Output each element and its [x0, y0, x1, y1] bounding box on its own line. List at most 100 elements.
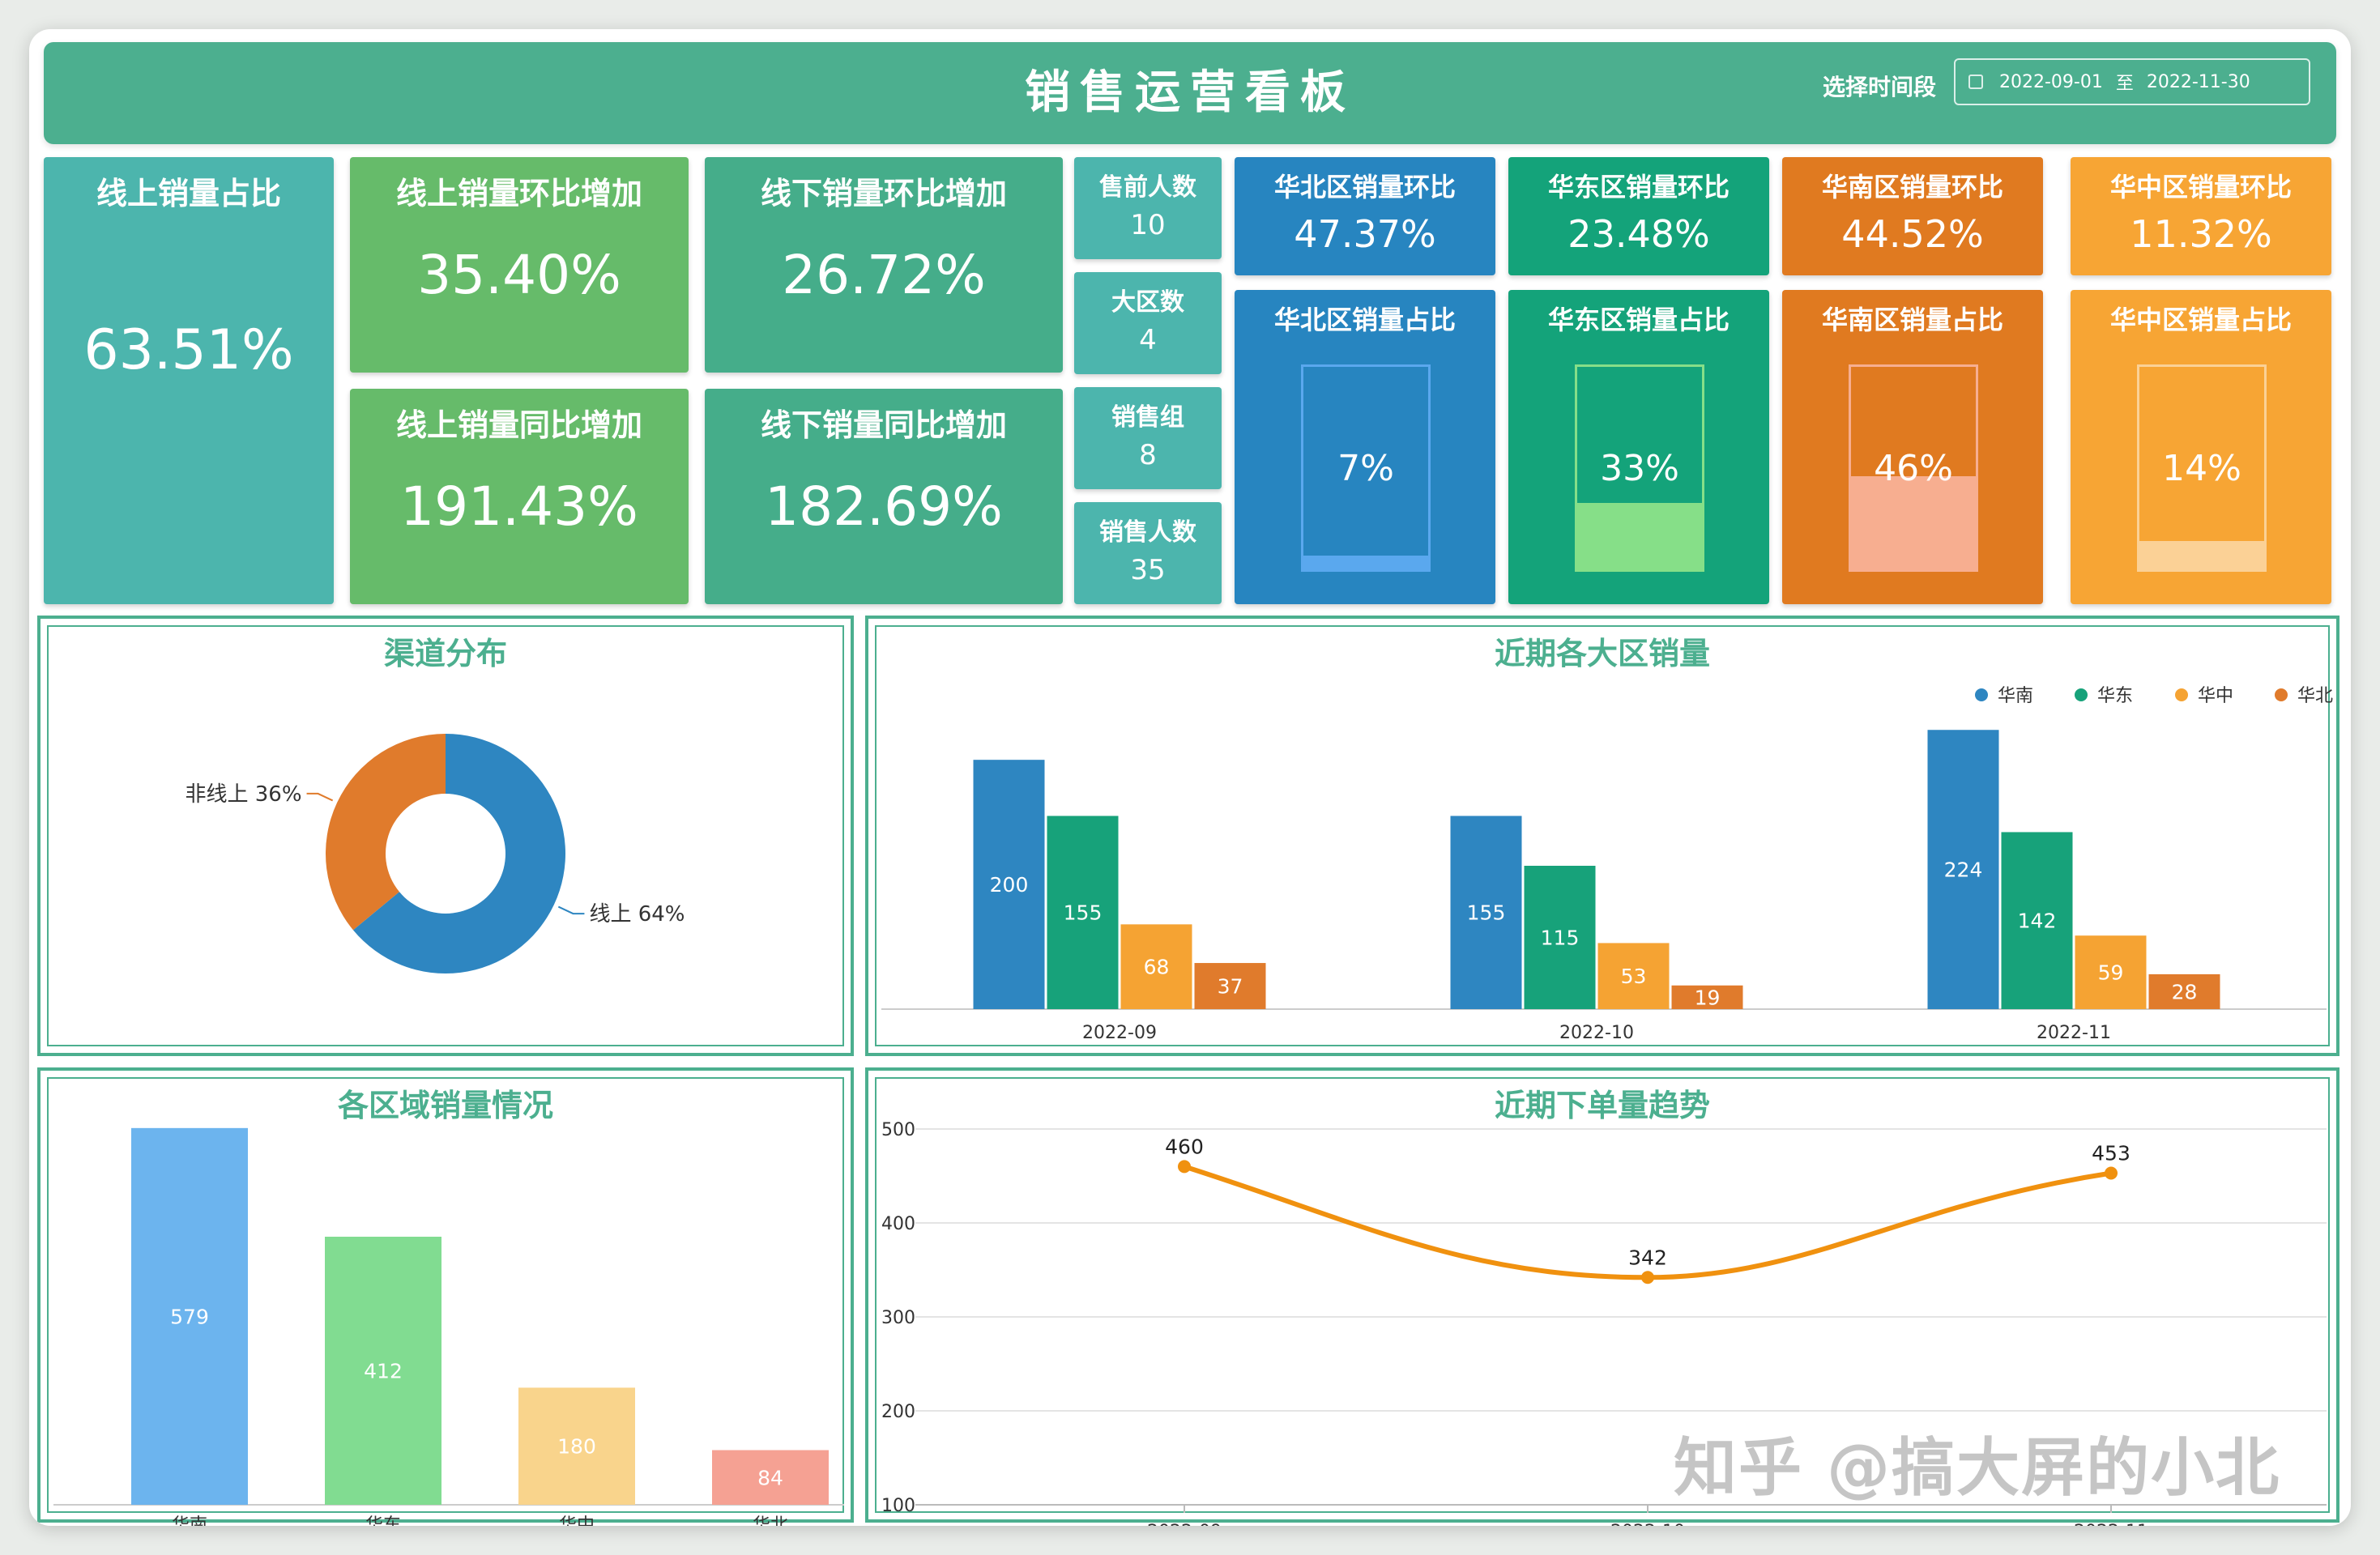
region-total-panel: 各区域销量情况 579 华南 412 华东 180 华中 84 华北	[37, 1067, 854, 1526]
panel-inner-border	[47, 1077, 844, 1513]
kpi-regions: 大区数 4	[1074, 272, 1222, 374]
region-mom-label: 华北区销量环比	[1273, 172, 1456, 202]
region-share-gauge: 46%	[1849, 364, 1978, 572]
page-title: 销售运营看板	[1025, 66, 1355, 119]
region-mom-card: 华南区销量环比 44.52%	[1782, 157, 2043, 275]
region-share-gauge: 14%	[2137, 364, 2267, 572]
panel-inner-border	[47, 625, 844, 1046]
bar-value-label: 579	[170, 1305, 209, 1328]
bar	[1597, 943, 1670, 1009]
bar-value-label: 19	[1695, 986, 1721, 1009]
panel-title: 渠道分布	[383, 636, 507, 671]
point-label: 453	[2092, 1142, 2130, 1165]
kpi-value: 63.51%	[83, 318, 294, 382]
bar	[2148, 973, 2220, 1009]
y-tick-label: 100	[881, 1496, 915, 1516]
bar	[973, 760, 1045, 1009]
dashboard-frame: 销售运营看板 选择时间段 2022-09-01 至 2022-11-30 线上销…	[29, 29, 2351, 1526]
bar	[2075, 935, 2147, 1009]
kpi-value: 182.69%	[765, 475, 1003, 538]
end-date: 2022-11-30	[2146, 71, 2250, 92]
region-share-value: 33%	[1600, 448, 1679, 489]
bar	[1450, 816, 1522, 1009]
bar	[712, 1450, 829, 1505]
data-point	[2105, 1166, 2118, 1180]
kpi-label: 线下销量环比增加	[760, 176, 1007, 211]
legend-label: 华南	[1998, 686, 2033, 706]
kpi-label: 销售人数	[1099, 518, 1196, 547]
kpi-online-mom: 线上销量环比增加 35.40%	[350, 157, 689, 373]
y-tick-label: 500	[881, 1120, 915, 1140]
bar	[131, 1127, 248, 1505]
kpi-presale: 售前人数 10	[1074, 157, 1222, 259]
y-tick-label: 400	[881, 1214, 915, 1234]
region-mom-label: 华南区销量环比	[1821, 172, 2003, 202]
region-mom-value: 11.32%	[2130, 212, 2272, 256]
kpi-label: 线上销量同比增加	[395, 407, 642, 443]
bar-value-label: 68	[1144, 956, 1170, 979]
region-share-gauge: 33%	[1575, 364, 1704, 572]
pie-label-line	[306, 792, 334, 802]
pie-slice	[325, 734, 446, 931]
bar-value-label: 155	[1064, 901, 1103, 925]
bar-value-label: 200	[990, 873, 1029, 897]
x-tick-label: 2022-10	[1559, 1023, 1634, 1043]
region-share-card: 华东区销量占比 33%	[1508, 290, 1769, 604]
region-share-label: 华东区销量占比	[1547, 305, 1730, 335]
region-mom-label: 华东区销量环比	[1547, 172, 1730, 202]
bar	[518, 1387, 635, 1505]
kpi-value: 8	[1139, 439, 1157, 471]
order-trend-panel: 近期下单量趋势 100 200 300 400 500 460 2022-09 342 2022…	[865, 1067, 2339, 1526]
point-label: 460	[1165, 1135, 1204, 1158]
kpi-label: 大区数	[1111, 288, 1184, 317]
region-share-value: 46%	[1874, 448, 1953, 489]
kpi-value: 191.43%	[400, 475, 638, 538]
point-label: 342	[1628, 1246, 1667, 1269]
bar-value-label: 224	[1944, 858, 1983, 882]
kpi-value: 35.40%	[417, 244, 621, 306]
kpi-value: 26.72%	[782, 244, 986, 306]
region-recent-bar-chart: 200 155 68 37 2022-09 155 115 53 19 2022-10 224 142…	[881, 686, 2333, 1043]
calendar-icon	[1968, 75, 1983, 89]
legend-marker	[2075, 688, 2088, 701]
panel-inner-border	[875, 1077, 2330, 1513]
start-date: 2022-09-01	[1999, 71, 2103, 92]
kpi-label: 销售组	[1111, 403, 1184, 432]
x-tick-label: 华北	[753, 1515, 788, 1526]
pie-label-line	[557, 905, 585, 915]
panel-title: 近期各大区销量	[1494, 636, 1710, 671]
kpi-sales-staff: 销售人数 35	[1074, 502, 1222, 604]
order-trend-line-chart: 100 200 300 400 500 460 2022-09 342 2022-10 453 20…	[881, 1120, 2327, 1526]
region-share-card: 华北区销量占比 7%	[1235, 290, 1495, 604]
region-mom-card: 华北区销量环比 47.37%	[1235, 157, 1495, 275]
watermark: 知乎 @搞大屏的小北	[1674, 1432, 2281, 1505]
region-share-value: 14%	[2162, 448, 2241, 489]
bar	[1524, 866, 1596, 1009]
kpi-groups: 销售组 8	[1074, 387, 1222, 489]
y-tick-label: 300	[881, 1308, 915, 1328]
region-mom-value: 44.52%	[1841, 212, 1984, 256]
kpi-label: 售前人数	[1099, 173, 1196, 202]
legend-marker	[2275, 688, 2288, 701]
date-range-picker[interactable]: 2022-09-01 至 2022-11-30	[1954, 58, 2310, 105]
legend-label: 华中	[2198, 686, 2233, 706]
y-tick-label: 200	[881, 1402, 915, 1422]
kpi-value: 4	[1139, 324, 1157, 356]
bar	[2001, 832, 2073, 1009]
bar-value-label: 115	[1541, 927, 1580, 950]
kpi-label: 线下销量同比增加	[760, 407, 1007, 443]
kpi-value: 10	[1130, 209, 1166, 241]
pie-label: 非线上 36%	[185, 782, 301, 807]
kpi-value: 35	[1130, 554, 1166, 586]
region-share-label: 华中区销量占比	[2109, 305, 2292, 335]
bar-value-label: 59	[2098, 961, 2124, 985]
x-tick-label: 2022-11	[2074, 1522, 2148, 1526]
x-tick-label: 2022-09	[1082, 1023, 1157, 1043]
kpi-label: 线上销量占比	[96, 176, 281, 211]
x-tick-label: 2022-10	[1610, 1522, 1685, 1526]
bar-value-label: 84	[757, 1466, 783, 1489]
bar-value-label: 155	[1467, 901, 1506, 925]
kpi-online-yoy: 线上销量同比增加 191.43%	[350, 389, 689, 604]
kpi-offline-mom: 线下销量环比增加 26.72%	[705, 157, 1063, 373]
channel-pie-chart: 线上 64% 非线上 36%	[185, 734, 685, 973]
